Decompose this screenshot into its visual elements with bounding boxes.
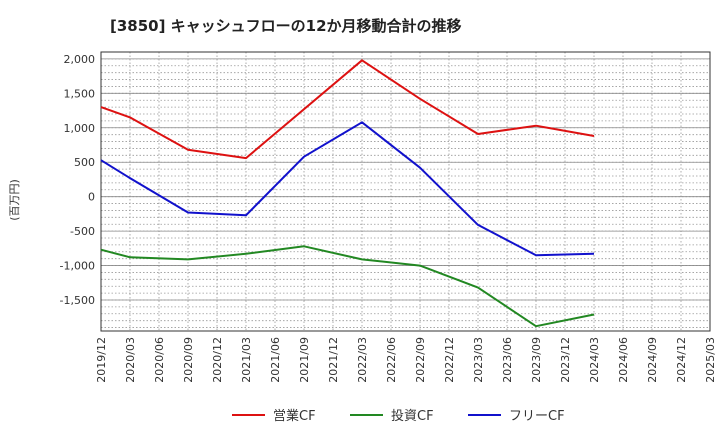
x-tick-label: 2025/03 bbox=[704, 337, 717, 383]
series-line-2 bbox=[100, 245, 595, 328]
x-tick-label: 2020/09 bbox=[182, 337, 195, 383]
x-tick-label: 2023/09 bbox=[530, 337, 543, 383]
x-tick-label: 2021/06 bbox=[269, 337, 282, 383]
x-tick-label: 2020/06 bbox=[153, 337, 166, 383]
x-tick-label: 2023/12 bbox=[559, 337, 572, 383]
x-tick-label: 2024/06 bbox=[617, 337, 630, 383]
y-axis-label: (百万円) bbox=[8, 179, 21, 221]
x-tick-label: 2019/12 bbox=[95, 337, 108, 383]
x-tick-label: 2024/03 bbox=[588, 337, 601, 383]
x-tick-label: 2023/06 bbox=[501, 337, 514, 383]
axes: 2,000 1,500 1,000 500 0 -500 -1,000 -1,500 2019/… bbox=[60, 51, 717, 383]
x-tick-label: 2021/03 bbox=[240, 337, 253, 383]
y-tick-label: 0 bbox=[88, 191, 95, 204]
series-lines bbox=[100, 59, 595, 328]
y-tick-label: -1,500 bbox=[60, 294, 95, 307]
x-tick-label: 2024/09 bbox=[646, 337, 659, 383]
x-tick-label: 2021/12 bbox=[327, 337, 340, 383]
y-tick-label: 500 bbox=[74, 156, 95, 169]
chart-title: [3850] キャッシュフローの12か月移動合計の推移 bbox=[110, 17, 462, 35]
x-tick-label: 2020/03 bbox=[124, 337, 137, 383]
plot-frame bbox=[100, 51, 711, 332]
x-tick-label: 2020/12 bbox=[211, 337, 224, 383]
series-line-1 bbox=[100, 59, 595, 160]
x-tick-label: 2022/12 bbox=[443, 337, 456, 383]
legend: 営業CF 投資CF フリーCF bbox=[232, 408, 565, 424]
series-line-3 bbox=[100, 121, 595, 257]
legend-label-1: 営業CF bbox=[273, 408, 316, 424]
grid bbox=[100, 52, 711, 331]
y-tick-label: -500 bbox=[70, 225, 95, 238]
y-tick-label: -1,000 bbox=[60, 260, 95, 273]
x-tick-label: 2021/09 bbox=[298, 337, 311, 383]
y-tick-label: 1,500 bbox=[64, 87, 96, 100]
y-tick-label: 1,000 bbox=[64, 122, 96, 135]
legend-label-3: フリーCF bbox=[509, 409, 565, 424]
y-tick-label: 2,000 bbox=[64, 53, 96, 66]
x-tick-label: 2023/03 bbox=[472, 337, 485, 383]
x-tick-label: 2022/03 bbox=[356, 337, 369, 383]
x-tick-label: 2022/06 bbox=[385, 337, 398, 383]
legend-label-2: 投資CF bbox=[391, 408, 434, 424]
x-tick-label: 2024/12 bbox=[675, 337, 688, 383]
x-tick-label: 2022/09 bbox=[414, 337, 427, 383]
